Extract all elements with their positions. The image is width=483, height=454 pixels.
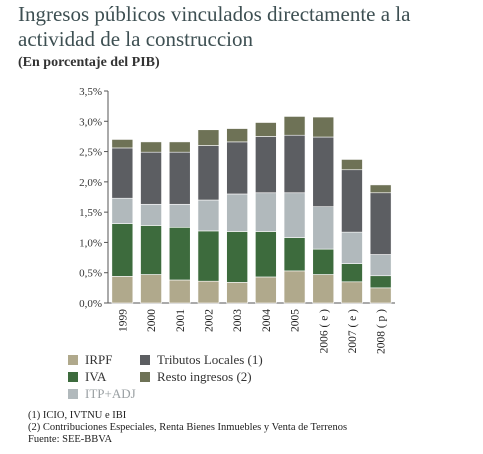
chart-title-line2: actividad de la construccion	[18, 27, 253, 51]
x-tick-label: 2008 ( p )	[376, 309, 388, 354]
bar-segment-itp-adj	[168, 203, 191, 228]
bar-segment-tributos-locales-1	[140, 151, 162, 205]
bar-segment-iva	[140, 225, 162, 275]
legend-swatch-tributos	[140, 355, 150, 365]
source-note: Fuente: SEE-BBVA	[28, 434, 113, 445]
bar-segment-tributos-locales-1	[111, 147, 134, 199]
bar-segment-itp-adj	[312, 206, 335, 250]
bar-segment-resto-ingresos-2	[197, 129, 220, 146]
bar-segment-resto-ingresos-2	[255, 122, 277, 137]
legend-item-itp: ITP+ADJ	[68, 386, 136, 402]
bar-segment-resto-ingresos-2	[111, 139, 134, 149]
bar-segment-resto-ingresos-2	[168, 141, 191, 153]
bar-segment-itp-adj	[255, 192, 277, 232]
bar-segment-irpf	[140, 274, 162, 304]
bar-segment-tributos-locales-1	[341, 169, 363, 233]
bar-segment-resto-ingresos-2	[312, 116, 335, 138]
bar-segment-irpf	[168, 279, 191, 304]
x-tick-label: 2000	[146, 309, 158, 332]
y-tick-label: 0,5%	[79, 268, 102, 280]
note-2: (2) Contribuciones Especiales, Renta Bie…	[28, 422, 348, 433]
bar-segment-tributos-locales-1	[369, 192, 392, 255]
chart-title: Ingresos públicos vinculados directament…	[18, 2, 478, 52]
legend-item-irpf: IRPF	[68, 352, 112, 368]
legend-swatch-itp	[68, 389, 78, 399]
legend-label-tributos: Tributos Locales (1)	[157, 352, 263, 367]
legend-swatch-resto	[140, 372, 150, 382]
x-tick-label: 2006 ( e )	[318, 309, 330, 354]
bar-segment-itp-adj	[283, 192, 306, 238]
legend-item-iva: IVA	[68, 369, 106, 385]
bar-segment-tributos-locales-1	[312, 136, 335, 207]
bar-segment-irpf	[197, 280, 220, 304]
bar-segment-irpf	[255, 276, 277, 304]
bar-segment-resto-ingresos-2	[341, 159, 363, 171]
legend-swatch-iva	[68, 372, 78, 382]
bar-segment-irpf	[341, 281, 363, 304]
bar-segment-iva	[168, 226, 191, 281]
bar-segment-resto-ingresos-2	[140, 141, 162, 153]
bar-segment-iva	[341, 263, 363, 283]
bar-segment-iva	[111, 223, 134, 277]
legend-label-irpf: IRPF	[85, 352, 113, 367]
chart-title-line1: Ingresos públicos vinculados directament…	[18, 2, 411, 26]
legend-swatch-irpf	[68, 355, 78, 365]
bar-segment-tributos-locales-1	[226, 141, 248, 195]
y-tick-label: 3,0%	[79, 116, 102, 128]
y-tick-label: 0,0%	[79, 298, 102, 310]
bar-segment-tributos-locales-1	[255, 136, 277, 194]
bar-segment-irpf	[283, 270, 306, 304]
bar-segment-irpf	[312, 274, 335, 304]
bar-segment-resto-ingresos-2	[369, 184, 392, 194]
chart-notes: (1) ICIO, IVTNU e IBI (2) Contribuciones…	[28, 410, 347, 446]
legend-label-resto: Resto ingresos (2)	[157, 369, 252, 384]
bar-segment-itp-adj	[369, 254, 392, 277]
bar-segment-itp-adj	[341, 231, 363, 264]
x-tick-label: 2007 ( e )	[347, 309, 359, 354]
bar-segment-itp-adj	[111, 197, 134, 224]
bar-segment-iva	[369, 275, 392, 289]
x-tick-label: 2002	[203, 309, 215, 332]
bar-segment-iva	[312, 248, 335, 275]
x-tick-label: 2005	[290, 309, 302, 332]
bar-segment-itp-adj	[197, 199, 220, 232]
x-tick-label: 1999	[117, 309, 129, 332]
x-tick-label: 2003	[232, 309, 244, 332]
bar-segment-irpf	[111, 276, 134, 304]
bar-segment-tributos-locales-1	[197, 145, 220, 201]
bar-segment-iva	[255, 231, 277, 278]
bar-segment-tributos-locales-1	[283, 134, 306, 194]
bar-segment-irpf	[369, 287, 392, 304]
legend-item-resto: Resto ingresos (2)	[140, 369, 252, 385]
bar-segment-itp-adj	[226, 193, 248, 232]
bar-segment-tributos-locales-1	[168, 151, 191, 205]
y-tick-label: 1,5%	[79, 207, 102, 219]
y-tick-label: 1,0%	[79, 237, 102, 249]
legend-label-itp: ITP+ADJ	[85, 386, 136, 401]
y-tick-label: 3,5%	[79, 86, 102, 98]
bar-segment-iva	[197, 230, 220, 282]
bar-segment-resto-ingresos-2	[226, 128, 248, 143]
bar-segment-resto-ingresos-2	[283, 116, 306, 136]
bar-segment-iva	[283, 237, 306, 272]
legend-item-tributos: Tributos Locales (1)	[140, 352, 263, 368]
chart-legend: IRPF Tributos Locales (1) IVA Resto ingr…	[68, 352, 368, 404]
legend-label-iva: IVA	[85, 369, 107, 384]
bar-segment-itp-adj	[140, 203, 162, 226]
x-tick-label: 2004	[261, 309, 273, 332]
y-tick-label: 2,5%	[79, 147, 102, 159]
note-1: (1) ICIO, IVTNU e IBI	[28, 410, 127, 421]
y-tick-label: 2,0%	[79, 177, 102, 189]
chart-subtitle: (En porcentaje del PIB)	[18, 55, 160, 70]
x-tick-label: 2001	[175, 309, 187, 332]
bar-segment-iva	[226, 231, 248, 283]
bar-segment-irpf	[226, 282, 248, 304]
